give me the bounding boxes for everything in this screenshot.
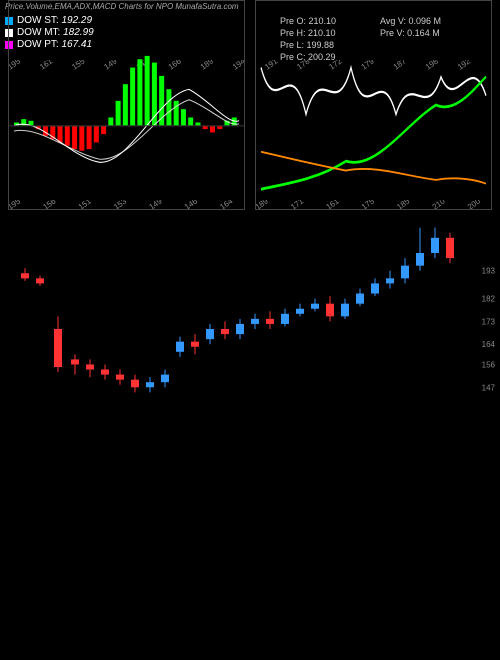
svg-text:164: 164 <box>482 340 496 349</box>
macd-panel: MACD: (12,26,9) 196.84, 189.73, 7.11 ADX <box>8 0 245 210</box>
candlestick-panel: 1951561511531491461641891711611751852102… <box>0 200 500 410</box>
svg-text:156: 156 <box>482 360 496 369</box>
svg-text:147: 147 <box>482 383 496 392</box>
svg-text:173: 173 <box>482 317 496 326</box>
adx-panel: (14 day) 30, +37, -13 <box>255 0 492 210</box>
svg-text:182: 182 <box>482 295 496 304</box>
svg-text:193: 193 <box>482 267 496 276</box>
